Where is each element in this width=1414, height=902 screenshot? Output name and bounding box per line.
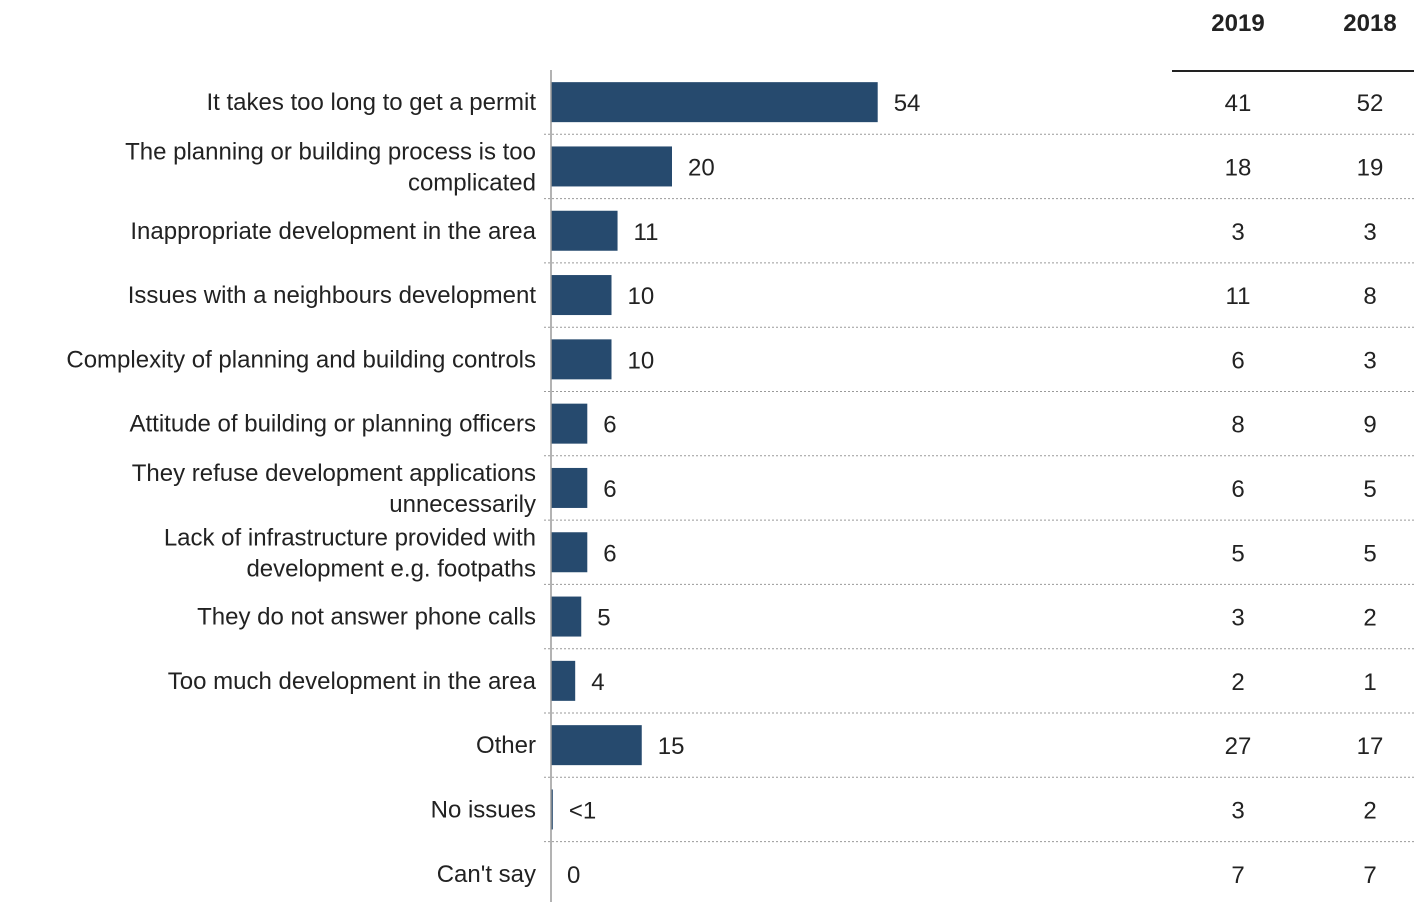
column-value-2019: 11 xyxy=(1226,283,1251,310)
column-value-2018: 1 xyxy=(1363,669,1376,696)
column-value-2019: 7 xyxy=(1231,862,1244,889)
bar-value-label: 15 xyxy=(658,733,685,760)
column-header-2018: 2018 xyxy=(1343,10,1396,37)
category-label: Inappropriate development in the area xyxy=(130,218,536,245)
column-header-2019: 2019 xyxy=(1211,10,1264,37)
column-value-2019: 8 xyxy=(1231,412,1244,439)
bar xyxy=(551,82,878,123)
column-value-2018: 9 xyxy=(1363,412,1376,439)
bar-value-label: 10 xyxy=(628,347,655,374)
column-value-2019: 2 xyxy=(1231,669,1244,696)
category-label: The planning or building process is too xyxy=(125,138,536,165)
category-label: unnecessarily xyxy=(389,491,536,518)
category-label: Lack of infrastructure provided with xyxy=(164,524,536,551)
category-label: complicated xyxy=(408,169,536,196)
column-value-2018: 2 xyxy=(1363,605,1376,632)
bar-value-label: 54 xyxy=(894,90,921,117)
bar-value-label: 6 xyxy=(603,540,616,567)
bar-value-label: 11 xyxy=(634,219,659,246)
bar xyxy=(551,596,582,637)
bar xyxy=(551,532,588,573)
bar xyxy=(551,339,612,380)
column-value-2019: 6 xyxy=(1231,347,1244,374)
bar-value-label: 20 xyxy=(688,154,715,181)
bar-value-label: 4 xyxy=(591,669,604,696)
bar-value-label: 5 xyxy=(597,605,610,632)
bar-value-label: 6 xyxy=(603,476,616,503)
bar xyxy=(551,660,576,701)
bar xyxy=(551,146,672,187)
category-label: Complexity of planning and building cont… xyxy=(66,346,536,373)
bar xyxy=(551,275,612,316)
category-label: It takes too long to get a permit xyxy=(206,89,536,116)
bar-value-label: 0 xyxy=(567,862,580,889)
column-value-2019: 3 xyxy=(1231,219,1244,246)
category-label: Can't say xyxy=(437,861,536,888)
category-label: Too much development in the area xyxy=(168,668,537,695)
column-value-2018: 8 xyxy=(1363,283,1376,310)
bar-value-label: 6 xyxy=(603,412,616,439)
column-value-2019: 3 xyxy=(1231,605,1244,632)
bar xyxy=(551,725,642,766)
column-value-2018: 19 xyxy=(1357,154,1384,181)
column-value-2018: 3 xyxy=(1363,347,1376,374)
category-label: Attitude of building or planning officer… xyxy=(130,411,537,438)
bar-value-label: <1 xyxy=(569,797,596,824)
column-value-2018: 5 xyxy=(1363,476,1376,503)
column-value-2019: 41 xyxy=(1225,90,1252,117)
category-label: Issues with a neighbours development xyxy=(128,282,537,309)
column-value-2018: 2 xyxy=(1363,797,1376,824)
column-value-2018: 3 xyxy=(1363,219,1376,246)
category-label: No issues xyxy=(431,796,536,823)
bar xyxy=(551,789,553,830)
category-label: Other xyxy=(476,732,536,759)
column-value-2018: 17 xyxy=(1357,733,1384,760)
column-value-2018: 52 xyxy=(1357,90,1384,117)
column-value-2019: 5 xyxy=(1231,540,1244,567)
bar xyxy=(551,403,588,444)
column-value-2019: 6 xyxy=(1231,476,1244,503)
category-label: development e.g. footpaths xyxy=(246,555,536,582)
bar xyxy=(551,467,588,508)
column-value-2019: 18 xyxy=(1225,154,1252,181)
column-value-2019: 3 xyxy=(1231,797,1244,824)
category-label: They refuse development applications xyxy=(132,460,536,487)
column-value-2018: 5 xyxy=(1363,540,1376,567)
bar xyxy=(551,210,618,251)
bar-value-label: 10 xyxy=(628,283,655,310)
column-value-2018: 7 xyxy=(1363,862,1376,889)
category-label: They do not answer phone calls xyxy=(197,604,536,631)
column-value-2019: 27 xyxy=(1225,733,1252,760)
